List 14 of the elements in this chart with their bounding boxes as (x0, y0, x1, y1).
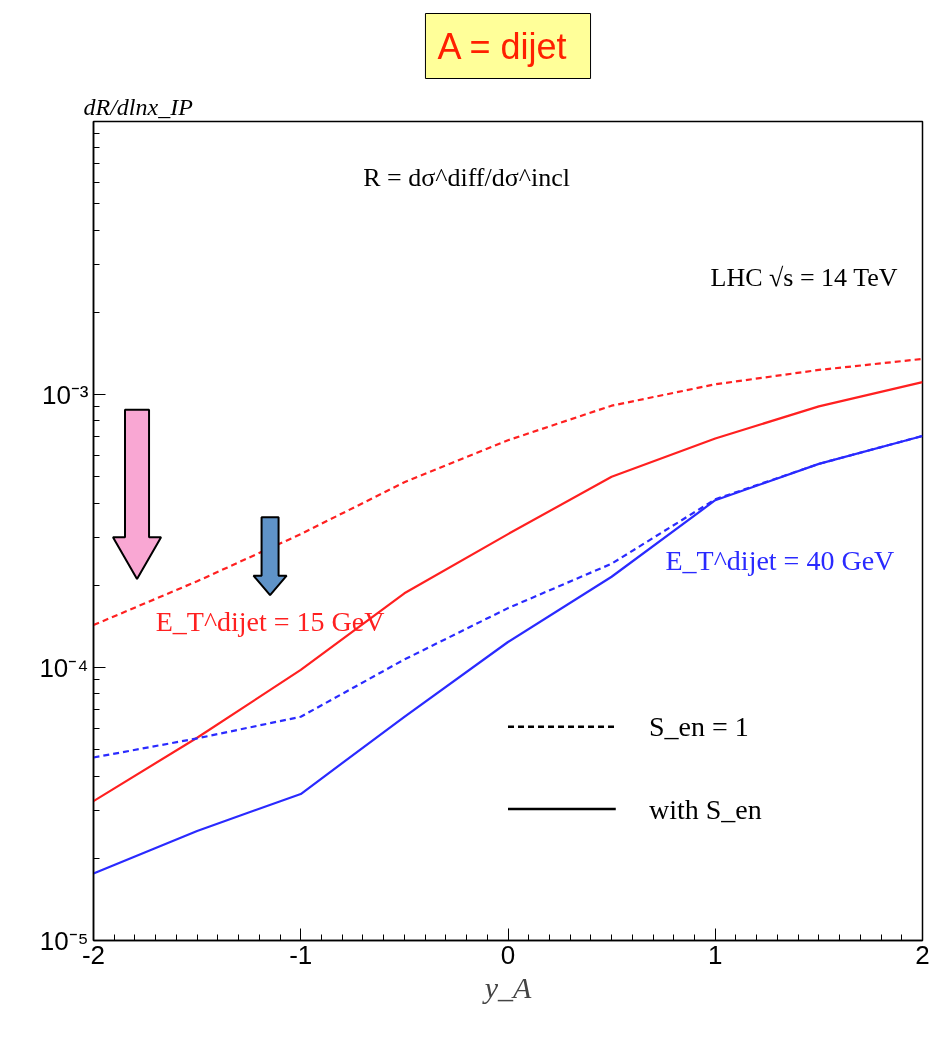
x-tick-label: 0 (500, 939, 516, 970)
x-tick-label: 2 (915, 939, 930, 970)
annotation: R = dσ^diff/dσ^incl (363, 162, 570, 192)
x-axis-title: y_A (481, 970, 532, 1004)
y-tick-label: 10⁻⁴ (39, 652, 89, 683)
annotation: E_T^dijet = 40 GeV (665, 545, 895, 577)
y-tick-label: 10⁻³ (41, 379, 89, 410)
chart-title: A = dijet (437, 25, 567, 67)
y-axis-title: dR/dlnx_IP (83, 93, 194, 120)
annotation: with S_en (648, 793, 762, 825)
annotation: S_en = 1 (648, 711, 749, 743)
x-tick-label: 1 (708, 939, 723, 970)
x-tick-label: -1 (289, 939, 313, 970)
annotation: LHC √s = 14 TeV (710, 262, 898, 292)
